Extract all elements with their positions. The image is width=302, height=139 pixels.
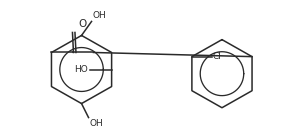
- Text: O: O: [78, 19, 86, 29]
- Text: OH: OH: [92, 11, 106, 20]
- Text: HO: HO: [74, 65, 88, 74]
- Text: Cl: Cl: [213, 52, 222, 61]
- Text: OH: OH: [89, 119, 103, 128]
